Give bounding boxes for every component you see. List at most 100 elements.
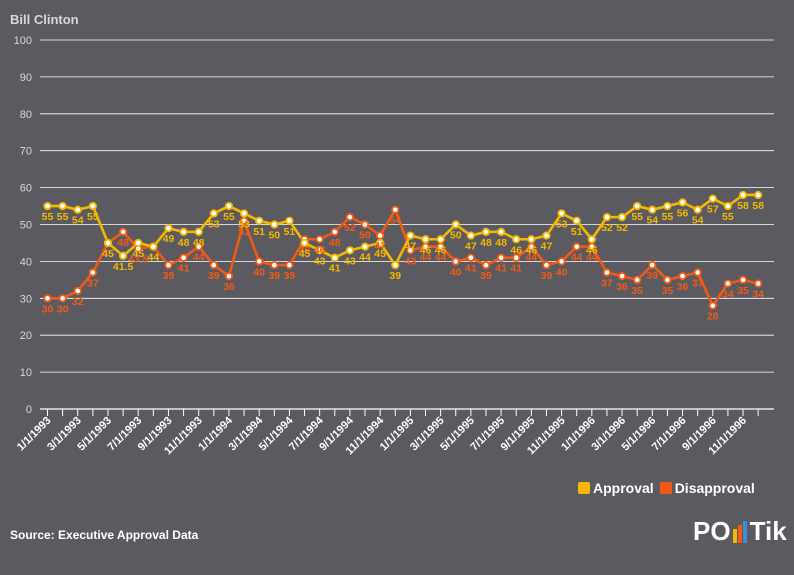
data-point-disapproval [678, 272, 687, 281]
data-label-approval: 55 [662, 211, 674, 223]
data-point-approval [315, 246, 324, 255]
data-label-approval: 55 [722, 211, 734, 223]
legend-label-disapproval: Disapproval [674, 480, 755, 496]
y-tick-label: 10 [20, 367, 32, 379]
y-tick-label: 30 [20, 293, 32, 305]
data-point-disapproval [496, 253, 506, 262]
data-label-disapproval: 36 [677, 281, 689, 293]
data-label-disapproval: 35 [662, 285, 674, 297]
legend-item-approval[interactable]: Approval [578, 480, 654, 496]
data-label-approval: 55 [87, 211, 99, 223]
data-label-approval: 55 [223, 211, 235, 223]
data-point-approval [88, 201, 97, 211]
data-label-disapproval: 44 [586, 252, 598, 264]
data-label-disapproval: 40 [253, 266, 265, 278]
data-point-approval [436, 235, 445, 244]
data-point-approval [255, 216, 264, 225]
data-point-disapproval [421, 242, 430, 251]
data-point-disapproval [179, 253, 188, 262]
data-point-approval [239, 209, 249, 218]
data-point-approval [678, 198, 687, 207]
data-point-approval [527, 235, 536, 244]
data-point-approval [285, 216, 294, 225]
data-label-disapproval: 37 [601, 277, 613, 289]
data-point-approval [738, 190, 748, 200]
y-tick-label: 40 [20, 256, 32, 268]
data-label-approval: 47 [405, 241, 417, 253]
data-point-approval [194, 227, 203, 236]
data-label-approval: 46 [586, 244, 598, 256]
legend-item-disapproval[interactable]: Disapproval [659, 480, 755, 496]
data-label-disapproval: 44 [435, 252, 447, 264]
data-point-approval [164, 224, 173, 233]
data-label-approval: 44 [147, 252, 159, 264]
data-label-approval: 52 [601, 222, 613, 234]
logo-text-po: PO [693, 516, 731, 546]
data-point-approval [466, 231, 475, 240]
data-label-approval: 47 [465, 241, 477, 253]
y-tick-label: 80 [20, 109, 32, 121]
data-point-disapproval [315, 235, 324, 244]
data-point-approval [179, 227, 188, 236]
data-label-disapproval: 30 [57, 303, 69, 315]
data-point-approval [587, 235, 596, 244]
data-point-disapproval [270, 260, 279, 270]
data-point-disapproval [557, 257, 566, 266]
data-label-approval: 51 [284, 226, 296, 238]
data-point-approval [345, 246, 354, 255]
data-label-approval: 45 [132, 248, 144, 260]
data-label-disapproval: 44 [571, 252, 583, 264]
data-label-disapproval: 47 [374, 241, 386, 253]
data-point-disapproval [224, 272, 234, 281]
data-label-disapproval: 39 [646, 270, 658, 282]
data-point-approval [149, 242, 158, 251]
data-label-disapproval: 40 [450, 266, 462, 278]
data-label-disapproval: 45 [102, 248, 114, 260]
data-point-approval [360, 242, 370, 251]
source-note: Source: Executive Approval Data [10, 528, 199, 542]
data-label-approval: 50 [268, 230, 280, 242]
data-label-disapproval: 44 [420, 252, 432, 264]
data-label-approval: 45 [299, 248, 311, 260]
data-point-approval [134, 238, 143, 248]
data-label-disapproval: 37 [87, 277, 99, 289]
data-point-approval [43, 201, 52, 211]
data-point-disapproval [360, 220, 370, 229]
data-point-approval [73, 205, 82, 214]
data-point-disapproval [164, 260, 173, 270]
data-label-approval: 46 [525, 244, 537, 256]
data-point-approval [693, 205, 702, 214]
legend-swatch-approval [578, 482, 590, 494]
data-label-approval: 51 [571, 226, 583, 238]
data-label-disapproval: 44 [525, 252, 537, 264]
data-label-approval: 48 [178, 237, 190, 249]
data-point-approval [481, 227, 491, 236]
y-tick-label: 70 [20, 146, 32, 158]
data-label-approval: 53 [556, 218, 568, 230]
data-label-disapproval: 39 [268, 270, 280, 282]
data-label-approval: 45 [374, 248, 386, 260]
data-label-disapproval: 52 [344, 222, 356, 234]
data-label-disapproval: 39 [480, 270, 492, 282]
data-label-disapproval: 54 [389, 215, 401, 227]
data-point-approval [58, 201, 67, 211]
data-point-disapproval [194, 242, 203, 251]
logo-text-tik: Tik [749, 516, 787, 546]
data-point-disapproval [527, 242, 536, 251]
data-label-approval: 55 [57, 211, 69, 223]
data-label-disapproval: 51 [238, 226, 250, 238]
data-label-approval: 58 [752, 200, 764, 212]
data-label-disapproval: 48 [329, 237, 341, 249]
data-point-disapproval [738, 275, 748, 284]
data-label-disapproval: 39 [208, 270, 220, 282]
data-point-disapproval [708, 301, 717, 310]
data-label-approval: 55 [42, 211, 54, 223]
data-point-disapproval [239, 216, 249, 225]
data-point-disapproval [481, 260, 491, 270]
data-point-disapproval [512, 253, 521, 262]
data-label-approval: 54 [692, 215, 704, 227]
data-label-disapproval: 35 [737, 285, 749, 297]
data-label-disapproval: 46 [314, 244, 326, 256]
data-point-disapproval [255, 257, 264, 266]
data-label-disapproval: 44 [193, 252, 205, 264]
